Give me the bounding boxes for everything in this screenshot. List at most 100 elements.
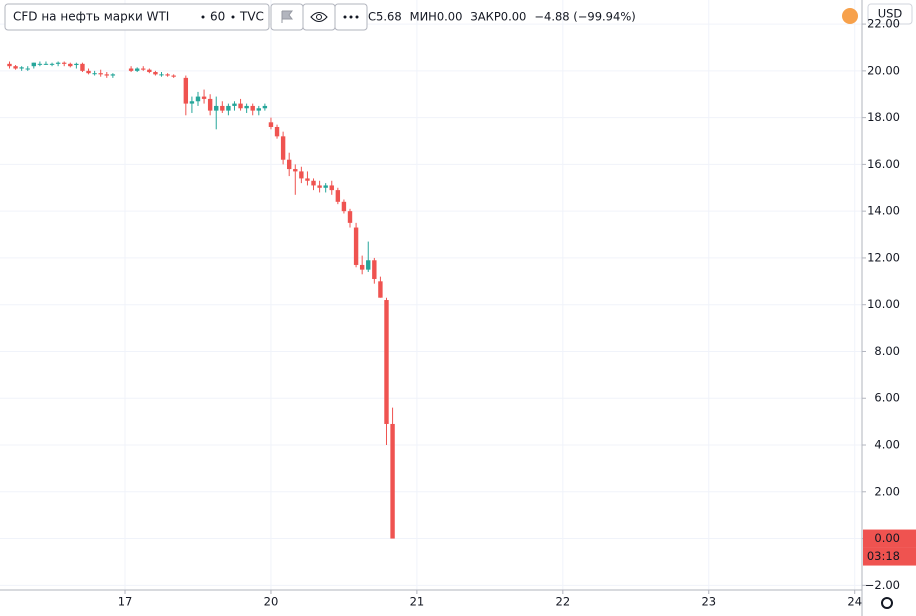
- candle-body: [19, 67, 24, 69]
- legend-value: ЗАКР0.00: [470, 10, 526, 24]
- x-tick-label: 24: [847, 595, 862, 609]
- symbol: CFD на нефть марки WTI: [13, 10, 169, 24]
- eye-icon: [310, 12, 328, 22]
- dot: [349, 15, 353, 19]
- candle-body: [256, 108, 261, 111]
- dot: [355, 15, 359, 19]
- candle-body: [98, 73, 103, 75]
- candle-body: [390, 423, 395, 539]
- flag-icon: [281, 10, 293, 23]
- x-tick-label: 17: [118, 595, 133, 609]
- candle-body: [214, 105, 219, 111]
- candle-body: [207, 98, 213, 111]
- candle-body: [147, 69, 152, 73]
- candle-body: [293, 169, 298, 172]
- candle-body: [201, 96, 207, 99]
- candle-body: [280, 136, 286, 160]
- candle-body: [262, 105, 268, 109]
- candle-body: [195, 96, 201, 102]
- candle-body: [189, 101, 195, 104]
- grid: [0, 0, 862, 590]
- x-tick-label: 23: [701, 595, 716, 609]
- candle-body: [110, 74, 116, 76]
- y-tick-label: 2.00: [874, 484, 900, 498]
- candle-body: [226, 105, 231, 111]
- candle-body: [232, 103, 237, 106]
- legend: С5.68 МИН0.00 ЗАКР0.00 −4.88 (−99.94%): [368, 10, 636, 24]
- y-tick-label: 8.00: [874, 344, 900, 358]
- candle-body: [220, 105, 225, 111]
- candle-body: [378, 281, 383, 298]
- candle-body: [134, 68, 140, 71]
- x-tick-label: 20: [264, 595, 279, 609]
- candle-body: [37, 63, 43, 65]
- symbol-box[interactable]: [4, 3, 270, 31]
- y-tick-label: 4.00: [874, 438, 900, 452]
- candle-body: [244, 105, 249, 109]
- candle-body: [323, 185, 328, 188]
- y-tick-label: 12.00: [867, 250, 900, 264]
- candle-body: [317, 185, 322, 188]
- candle-body: [347, 211, 353, 223]
- candle-body: [141, 68, 146, 70]
- currency: USD: [878, 7, 903, 21]
- candle-body: [165, 74, 170, 76]
- candle-body: [153, 72, 158, 75]
- alert-icon[interactable]: [842, 8, 858, 24]
- candles: [7, 61, 395, 539]
- price-label: 0.00: [874, 531, 900, 545]
- y-tick-label: 18.00: [867, 110, 900, 124]
- candle-body: [353, 227, 359, 265]
- candle-body: [74, 63, 79, 66]
- candle-body: [274, 126, 280, 137]
- y-tick-label: 16.00: [867, 157, 900, 171]
- candle-body: [25, 68, 30, 70]
- candle-body: [31, 62, 37, 67]
- x-tick-label: 22: [556, 595, 571, 609]
- eye-icon: [316, 14, 322, 20]
- visibility-button[interactable]: [302, 3, 336, 31]
- candle-body: [68, 63, 73, 67]
- separator: [201, 15, 205, 19]
- currency-box[interactable]: [867, 3, 913, 25]
- candle-body: [159, 74, 164, 76]
- countdown: 03:18: [867, 549, 900, 563]
- candle-body: [13, 66, 18, 69]
- candle-body: [183, 77, 189, 104]
- candle-body: [299, 171, 304, 179]
- y-tick-label: 20.00: [867, 63, 900, 77]
- settings-icon[interactable]: [881, 597, 893, 609]
- candle-body: [366, 260, 371, 270]
- candle-body: [238, 103, 243, 109]
- y-tick-label: 22.00: [867, 17, 900, 31]
- candle-body: [7, 63, 12, 67]
- legend-value: МИН0.00: [410, 10, 463, 24]
- candle-body: [128, 68, 134, 71]
- y-tick-label: 10.00: [867, 297, 900, 311]
- candle-body: [286, 159, 292, 170]
- candle-body: [341, 201, 347, 212]
- candle-body: [305, 178, 310, 181]
- candle-body: [49, 63, 55, 65]
- candle-body: [372, 260, 377, 279]
- x-tick-label: 21: [410, 595, 425, 609]
- candle-body: [171, 75, 176, 77]
- candle-body: [384, 300, 389, 424]
- candle-body: [104, 74, 109, 76]
- candle-body: [311, 180, 316, 186]
- countdown-box: [863, 547, 916, 566]
- dot: [343, 15, 347, 19]
- candle-body: [92, 73, 97, 75]
- candle-body: [329, 185, 334, 191]
- y-tick-label: 6.00: [874, 391, 900, 405]
- candle-body: [86, 70, 91, 74]
- candle-body: [250, 105, 255, 111]
- y-tick-label: −2.00: [865, 578, 900, 592]
- candle-body: [55, 62, 61, 64]
- exchange: TVC: [239, 10, 264, 24]
- price-label-box: [863, 529, 916, 548]
- interval: 60: [210, 10, 225, 24]
- candle-body: [359, 264, 365, 270]
- separator: [231, 15, 235, 19]
